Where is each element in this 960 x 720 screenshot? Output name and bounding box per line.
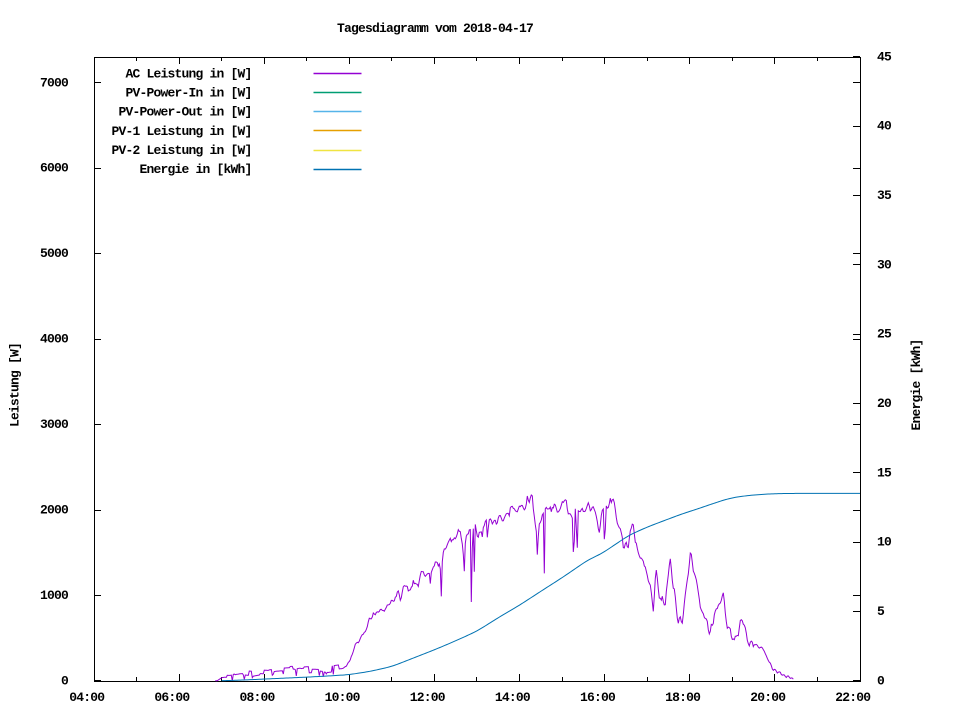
svg-text:PV-Power-In in [W]: PV-Power-In in [W] bbox=[125, 86, 251, 101]
svg-text:06:00: 06:00 bbox=[154, 690, 190, 705]
svg-text:PV-Power-Out in [W]: PV-Power-Out in [W] bbox=[118, 105, 251, 120]
svg-text:22:00: 22:00 bbox=[835, 690, 871, 705]
svg-text:5000: 5000 bbox=[40, 246, 69, 261]
svg-text:18:00: 18:00 bbox=[665, 690, 701, 705]
svg-text:12:00: 12:00 bbox=[410, 690, 446, 705]
svg-text:3000: 3000 bbox=[40, 417, 69, 432]
svg-text:08:00: 08:00 bbox=[239, 690, 275, 705]
svg-text:Energie [kWh]: Energie [kWh] bbox=[909, 339, 924, 430]
svg-text:4000: 4000 bbox=[40, 332, 69, 347]
svg-text:Energie in [kWh]: Energie in [kWh] bbox=[139, 162, 251, 177]
svg-text:15: 15 bbox=[877, 465, 892, 480]
svg-text:Leistung [W]: Leistung [W] bbox=[8, 343, 23, 427]
svg-text:AC Leistung in [W]: AC Leistung in [W] bbox=[125, 66, 251, 81]
svg-text:10:00: 10:00 bbox=[325, 690, 361, 705]
svg-text:35: 35 bbox=[877, 188, 892, 203]
svg-text:PV-1 Leistung in [W]: PV-1 Leistung in [W] bbox=[111, 124, 251, 139]
svg-text:45: 45 bbox=[877, 49, 892, 64]
svg-text:20:00: 20:00 bbox=[750, 690, 786, 705]
svg-text:16:00: 16:00 bbox=[580, 690, 616, 705]
svg-text:1000: 1000 bbox=[40, 588, 69, 603]
svg-text:0: 0 bbox=[877, 673, 885, 688]
svg-text:Tagesdiagramm vom 2018-04-17: Tagesdiagramm vom 2018-04-17 bbox=[337, 21, 533, 36]
svg-text:5: 5 bbox=[877, 604, 885, 619]
svg-text:04:00: 04:00 bbox=[69, 690, 105, 705]
svg-text:40: 40 bbox=[877, 119, 892, 134]
svg-text:10: 10 bbox=[877, 535, 892, 550]
svg-text:6000: 6000 bbox=[40, 161, 69, 176]
svg-text:PV-2 Leistung in [W]: PV-2 Leistung in [W] bbox=[111, 143, 251, 158]
svg-text:7000: 7000 bbox=[40, 75, 69, 90]
svg-text:30: 30 bbox=[877, 257, 892, 272]
svg-text:0: 0 bbox=[61, 673, 69, 688]
svg-text:25: 25 bbox=[877, 327, 892, 342]
svg-text:14:00: 14:00 bbox=[495, 690, 531, 705]
svg-text:20: 20 bbox=[877, 396, 892, 411]
svg-text:2000: 2000 bbox=[40, 502, 69, 517]
